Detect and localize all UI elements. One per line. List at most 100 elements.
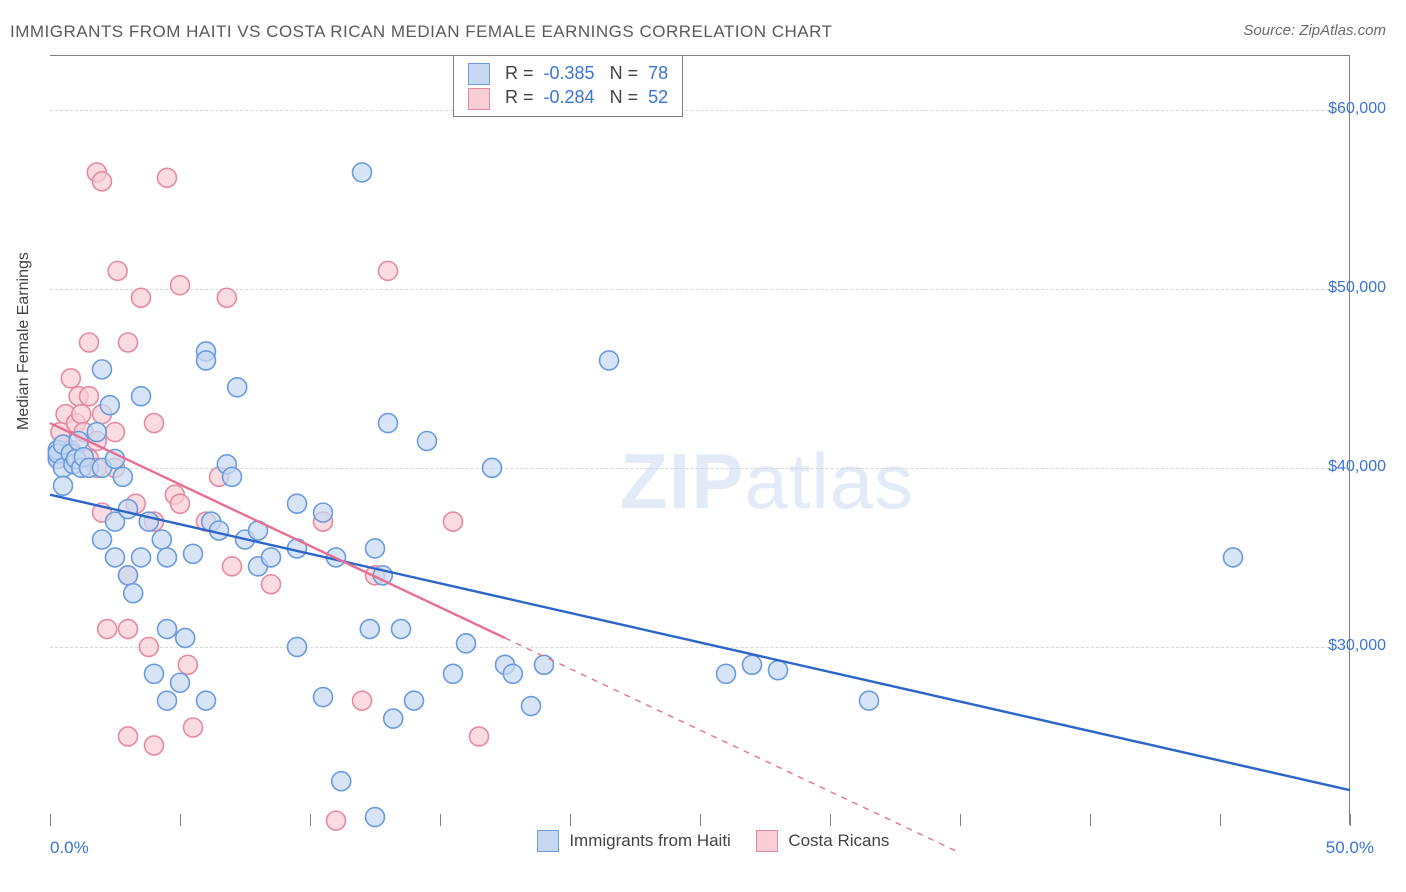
data-point-costa xyxy=(178,655,197,674)
data-point-haiti xyxy=(535,655,554,674)
data-point-haiti xyxy=(158,548,177,567)
chart-title: IMMIGRANTS FROM HAITI VS COSTA RICAN MED… xyxy=(10,22,832,42)
data-point-haiti xyxy=(860,691,879,710)
y-tick-label: $60,000 xyxy=(1328,100,1386,118)
data-point-costa xyxy=(171,494,190,513)
data-point-haiti xyxy=(366,539,385,558)
data-point-costa xyxy=(223,557,242,576)
data-point-haiti xyxy=(223,467,242,486)
data-point-costa xyxy=(98,620,117,639)
stat-n-haiti: 78 xyxy=(648,63,668,83)
data-point-haiti xyxy=(132,548,151,567)
stats-row-costa: R = -0.284 N = 52 xyxy=(468,85,668,109)
data-point-costa xyxy=(444,512,463,531)
x-tick xyxy=(1350,814,1351,826)
data-point-costa xyxy=(327,811,346,830)
data-point-haiti xyxy=(119,566,138,585)
legend-swatch-haiti xyxy=(537,830,559,852)
x-tick xyxy=(700,814,701,826)
data-point-haiti xyxy=(106,449,125,468)
stats-swatch-costa xyxy=(468,88,490,110)
data-point-haiti xyxy=(54,476,73,495)
x-tick xyxy=(570,814,571,826)
data-point-costa xyxy=(217,288,236,307)
x-tick xyxy=(50,814,51,826)
data-point-haiti xyxy=(743,655,762,674)
data-point-costa xyxy=(108,261,127,280)
data-point-costa xyxy=(119,727,138,746)
data-point-haiti xyxy=(184,544,203,563)
data-point-costa xyxy=(379,261,398,280)
stat-r-haiti: -0.385 xyxy=(544,63,595,83)
data-point-haiti xyxy=(379,414,398,433)
x-tick xyxy=(830,814,831,826)
legend-swatch-costa xyxy=(756,830,778,852)
source-name: ZipAtlas.com xyxy=(1299,22,1386,39)
data-point-costa xyxy=(80,333,99,352)
data-point-haiti xyxy=(384,709,403,728)
scatter-svg xyxy=(50,56,1350,826)
data-point-haiti xyxy=(503,664,522,683)
data-point-costa xyxy=(353,691,372,710)
data-point-haiti xyxy=(176,628,195,647)
data-point-costa xyxy=(119,620,138,639)
data-point-costa xyxy=(61,369,80,388)
data-point-costa xyxy=(470,727,489,746)
data-point-haiti xyxy=(113,467,132,486)
data-point-haiti xyxy=(171,673,190,692)
data-point-haiti xyxy=(457,634,476,653)
data-point-haiti xyxy=(1224,548,1243,567)
data-point-costa xyxy=(119,333,138,352)
data-point-haiti xyxy=(483,458,502,477)
data-point-costa xyxy=(72,405,91,424)
data-point-costa xyxy=(262,575,281,594)
stat-r-costa: -0.284 xyxy=(544,87,595,107)
data-point-haiti xyxy=(197,351,216,370)
x-tick xyxy=(440,814,441,826)
y-axis-label: Median Female Earnings xyxy=(15,252,33,430)
data-point-haiti xyxy=(262,548,281,567)
data-point-haiti xyxy=(288,494,307,513)
legend-label-costa: Costa Ricans xyxy=(788,831,889,850)
data-point-haiti xyxy=(228,378,247,397)
y-tick-label: $50,000 xyxy=(1328,279,1386,297)
data-point-haiti xyxy=(158,691,177,710)
data-point-haiti xyxy=(145,664,164,683)
bottom-legend: Immigrants from Haiti Costa Ricans xyxy=(0,830,1406,852)
data-point-haiti xyxy=(288,637,307,656)
x-tick xyxy=(310,814,311,826)
source-attribution: Source: ZipAtlas.com xyxy=(1243,22,1386,39)
stat-n-costa: 52 xyxy=(648,87,668,107)
data-point-costa xyxy=(145,414,164,433)
data-point-haiti xyxy=(93,530,112,549)
data-point-haiti xyxy=(106,548,125,567)
data-point-haiti xyxy=(769,661,788,680)
data-point-haiti xyxy=(158,620,177,639)
data-point-haiti xyxy=(600,351,619,370)
legend-label-haiti: Immigrants from Haiti xyxy=(569,831,731,850)
x-tick xyxy=(1220,814,1221,826)
data-point-costa xyxy=(106,423,125,442)
data-point-haiti xyxy=(87,423,106,442)
data-point-costa xyxy=(93,172,112,191)
data-point-costa xyxy=(184,718,203,737)
x-axis xyxy=(50,825,1350,826)
data-point-haiti xyxy=(197,691,216,710)
data-point-haiti xyxy=(392,620,411,639)
data-point-costa xyxy=(158,168,177,187)
data-point-haiti xyxy=(93,360,112,379)
data-point-costa xyxy=(132,288,151,307)
x-tick xyxy=(960,814,961,826)
data-point-haiti xyxy=(360,620,379,639)
data-point-haiti xyxy=(124,584,143,603)
data-point-haiti xyxy=(119,500,138,519)
y-tick-label: $30,000 xyxy=(1328,637,1386,655)
stats-row-haiti: R = -0.385 N = 78 xyxy=(468,61,668,85)
data-point-haiti xyxy=(418,432,437,451)
y-tick-label: $40,000 xyxy=(1328,458,1386,476)
data-point-costa xyxy=(171,276,190,295)
data-point-haiti xyxy=(314,503,333,522)
data-point-haiti xyxy=(522,697,541,716)
data-point-haiti xyxy=(405,691,424,710)
plot-area: ZIPatlas xyxy=(50,55,1350,825)
